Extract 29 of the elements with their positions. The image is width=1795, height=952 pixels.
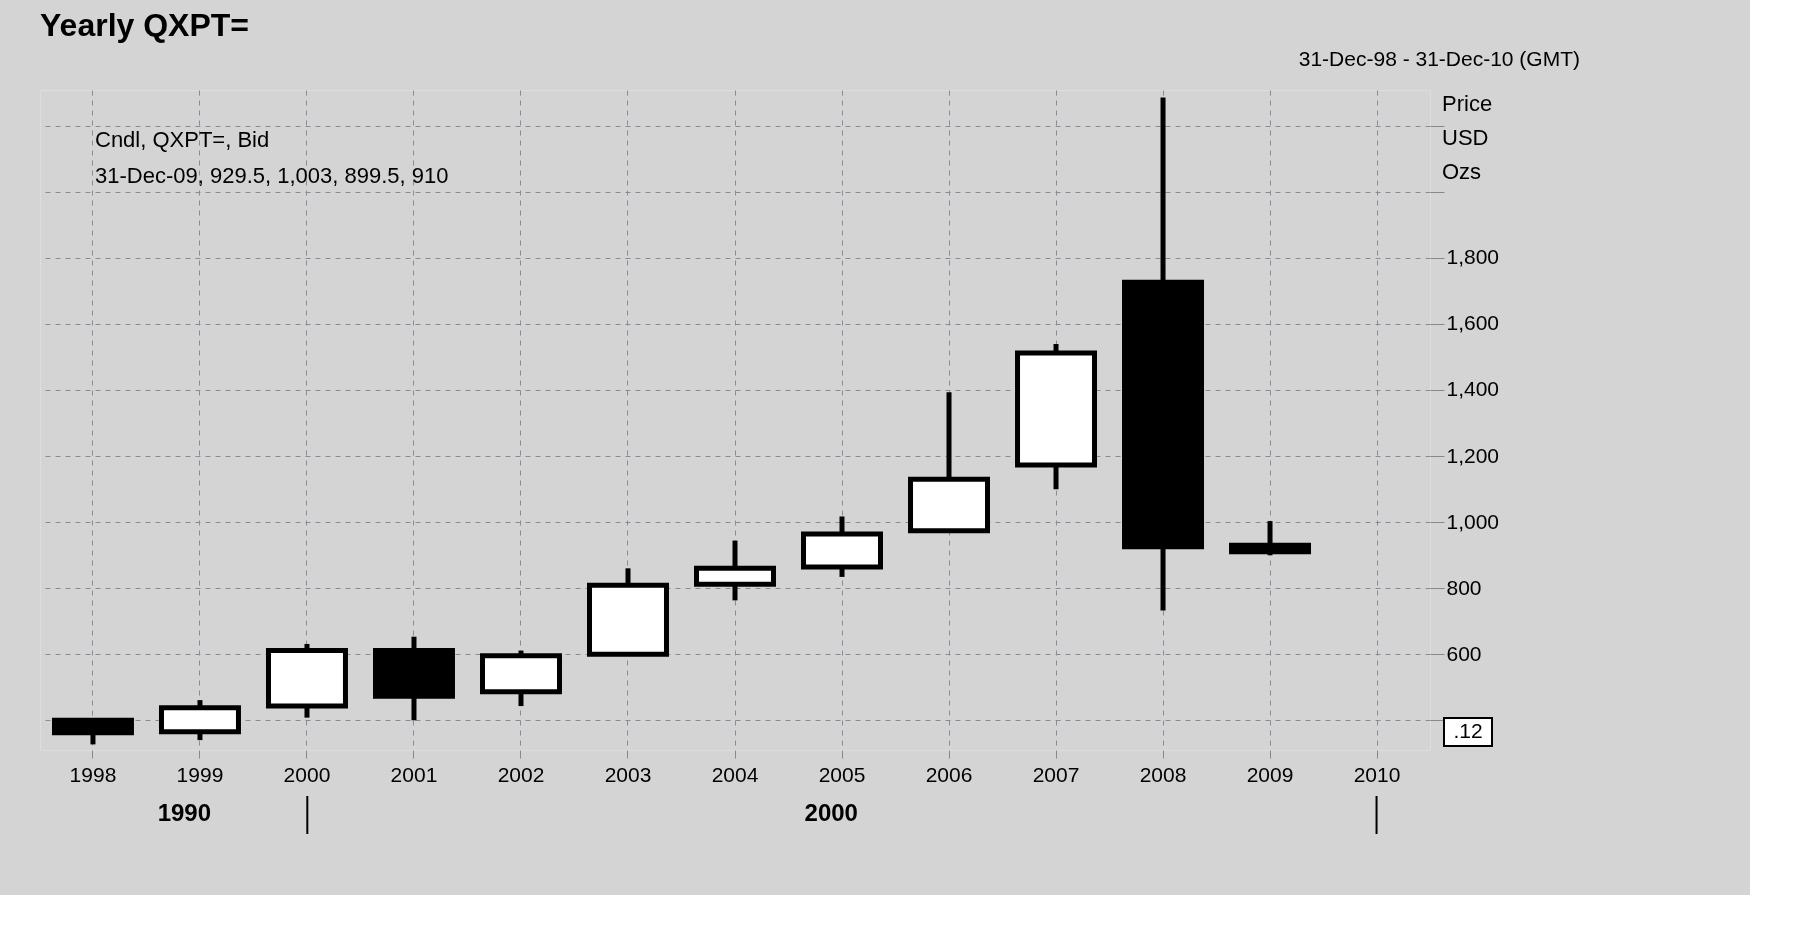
x-tick-label: 1998 xyxy=(69,762,117,786)
annotation: 31-Dec-09, 929.5, 1,003, 899.5, 910 xyxy=(95,163,449,188)
x-tick-label: 2002 xyxy=(497,762,545,786)
x-tick-label: 2004 xyxy=(711,762,759,786)
x-tick-label: 2008 xyxy=(1139,762,1187,786)
x-tick-label: 2010 xyxy=(1353,762,1401,786)
y-tick-label: 1,800 xyxy=(1446,245,1500,269)
text: .12 xyxy=(1453,719,1483,742)
y-tick-label: 1,200 xyxy=(1446,443,1500,467)
x-tick-label: 2007 xyxy=(1032,762,1080,786)
text: 2000 xyxy=(804,799,858,826)
candlestick xyxy=(1229,521,1312,556)
y-tick-label: 600 xyxy=(1446,641,1482,665)
chart-subtitle: 31-Dec-98 - 31-Dec-10 (GMT) xyxy=(1298,47,1580,70)
annotation: Cndl, QXPT=, Bid xyxy=(95,127,270,152)
x-tick-label: 2009 xyxy=(1246,762,1294,786)
y-tick-label: 800 xyxy=(1446,575,1482,599)
x-tick-label: 1999 xyxy=(176,762,224,786)
x-tick-label: 2001 xyxy=(390,762,438,786)
y-tick-label: 1,400 xyxy=(1446,377,1500,401)
y-axis-title: Price USD Ozs xyxy=(1442,91,1493,184)
x-tick-label: 2000 xyxy=(283,762,331,786)
x-tick-label: 2006 xyxy=(925,762,973,786)
y-tick-label: 1,600 xyxy=(1446,311,1500,335)
chart-title: Yearly QXPT= xyxy=(40,7,250,43)
text: 1990 xyxy=(157,799,212,826)
x-tick-label: 2005 xyxy=(818,762,866,786)
y-tick-label: 1,000 xyxy=(1446,509,1500,533)
x-tick-label: 2003 xyxy=(604,762,652,786)
